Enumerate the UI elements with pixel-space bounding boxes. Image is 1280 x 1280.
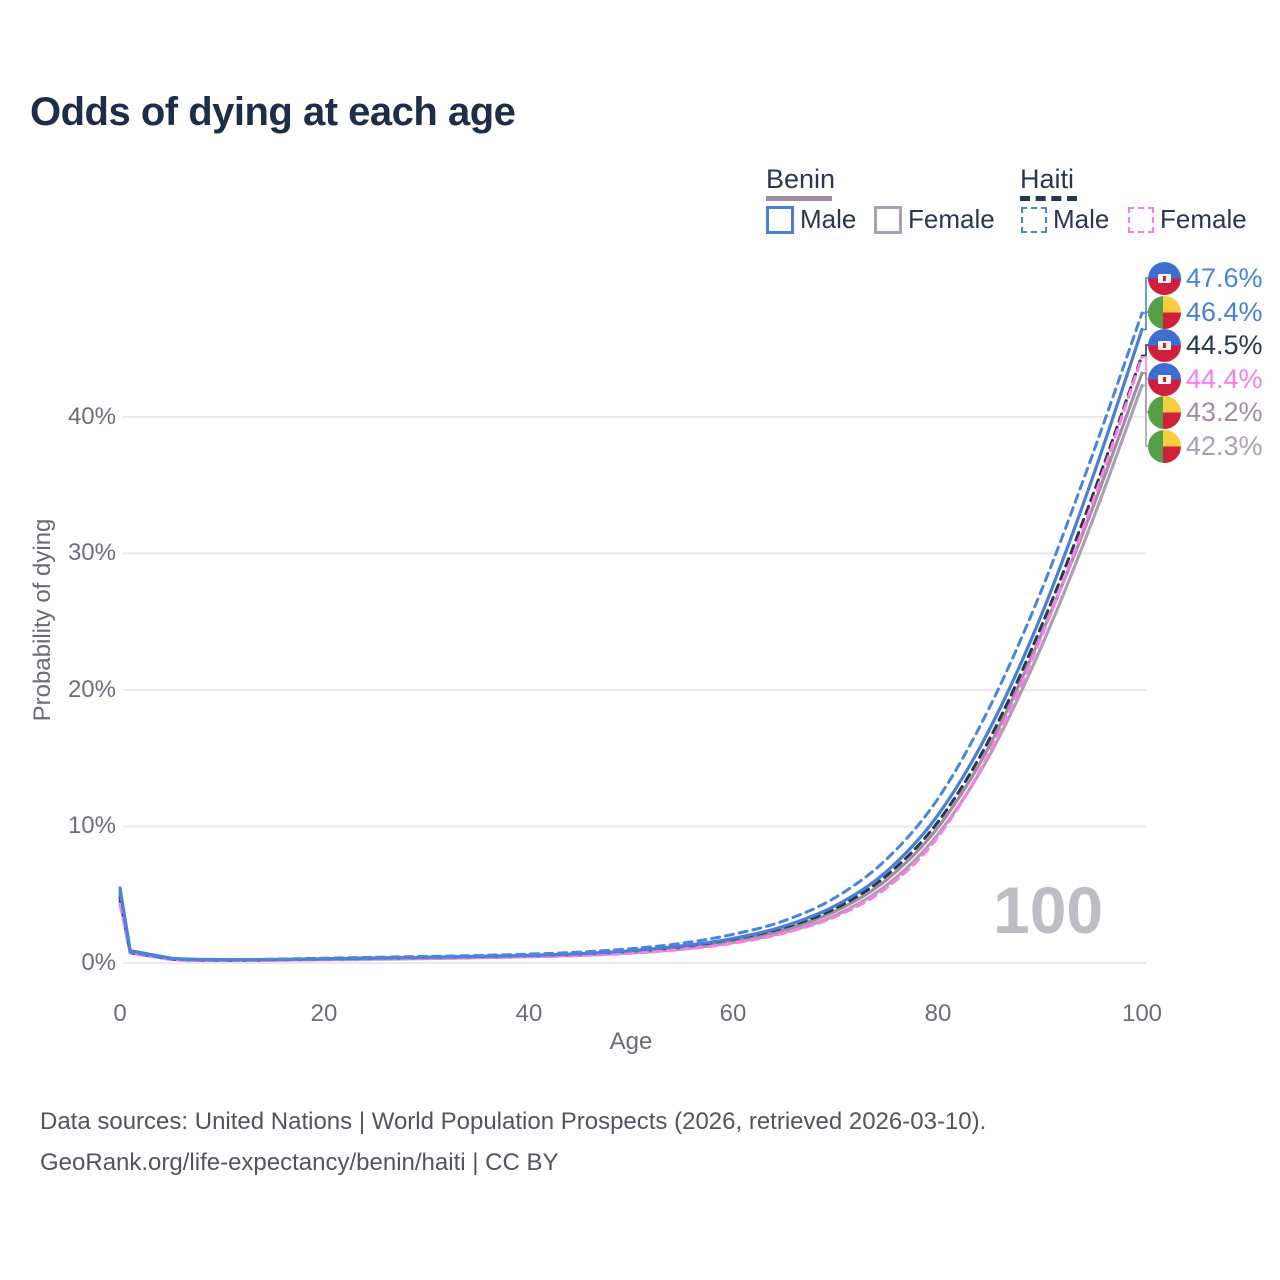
series-line-haiti_male [118,311,1144,962]
x-axis-title: Age [609,1028,653,1055]
end-label-haiti-male: 47.6% [1148,261,1263,295]
y-tick-10: 10% [67,812,116,839]
x-tick-40: 40 [515,1000,543,1027]
end-label-benin-male: 46.4% [1148,295,1263,329]
legend-item-haiti-female[interactable]: Female [1128,204,1247,235]
end-value: 44.5% [1186,330,1263,360]
legend-item-haiti-male[interactable]: Male [1021,204,1109,235]
data-sources-line: Data sources: United Nations | World Pop… [40,1108,987,1135]
haiti-flag-icon [1148,261,1181,295]
haiti-female-swatch-icon [1128,206,1154,233]
series-line-benin_male [118,327,1144,962]
series-line-haiti_female [118,355,1144,963]
y-tick-0: 0% [81,949,116,976]
haiti-flag-icon [1148,328,1181,362]
end-label-benin-female: 42.3% [1148,429,1263,463]
x-tick-80: 80 [924,1000,952,1027]
legend-item-benin-female[interactable]: Female [874,204,995,235]
y-axis-title: Probability of dying [29,518,56,722]
legend-haiti-header: Haiti [1020,164,1075,194]
end-value: 43.2% [1186,397,1263,427]
y-tick-30: 30% [67,539,116,566]
legend-label: Male [800,204,857,234]
end-value: 46.4% [1186,297,1263,327]
haiti-male-swatch-icon [1021,206,1047,233]
end-label-benin-both: 43.2% [1148,395,1263,429]
x-tick-20: 20 [310,1000,338,1027]
age-frame-watermark: 100 [993,873,1104,947]
legend-haiti-underline [1020,196,1077,201]
end-label-haiti-both: 44.5% [1148,328,1263,362]
y-tick-20: 20% [67,676,116,703]
y-tick-40: 40% [67,403,116,430]
legend-label: Male [1053,204,1110,234]
series-line-haiti_both [118,353,1144,962]
series-line-benin_both [118,371,1144,962]
page-title: Odds of dying at each age [30,90,516,134]
benin-flag-icon [1148,295,1181,329]
x-tick-0: 0 [113,1000,127,1027]
haiti-flag-icon [1148,362,1181,396]
legend-benin-underline [766,196,832,201]
benin-flag-icon [1148,395,1181,429]
benin-female-swatch-icon [874,205,902,234]
x-tick-100: 100 [1121,1000,1163,1027]
end-value: 47.6% [1186,263,1263,293]
legend-label: Female [908,204,995,234]
x-tick-60: 60 [719,1000,747,1027]
legend-benin-header: Benin [766,164,836,194]
end-label-haiti-female: 44.4% [1148,362,1263,396]
benin-flag-icon [1148,429,1181,463]
legend-label: Female [1160,204,1247,234]
legend-item-benin-male[interactable]: Male [766,204,856,235]
end-value: 42.3% [1186,431,1263,461]
benin-male-swatch-icon [766,205,794,234]
attribution-line[interactable]: GeoRank.org/life-expectancy/benin/haiti … [40,1149,559,1176]
series-line-benin_female [118,383,1144,962]
end-value: 44.4% [1186,364,1263,394]
